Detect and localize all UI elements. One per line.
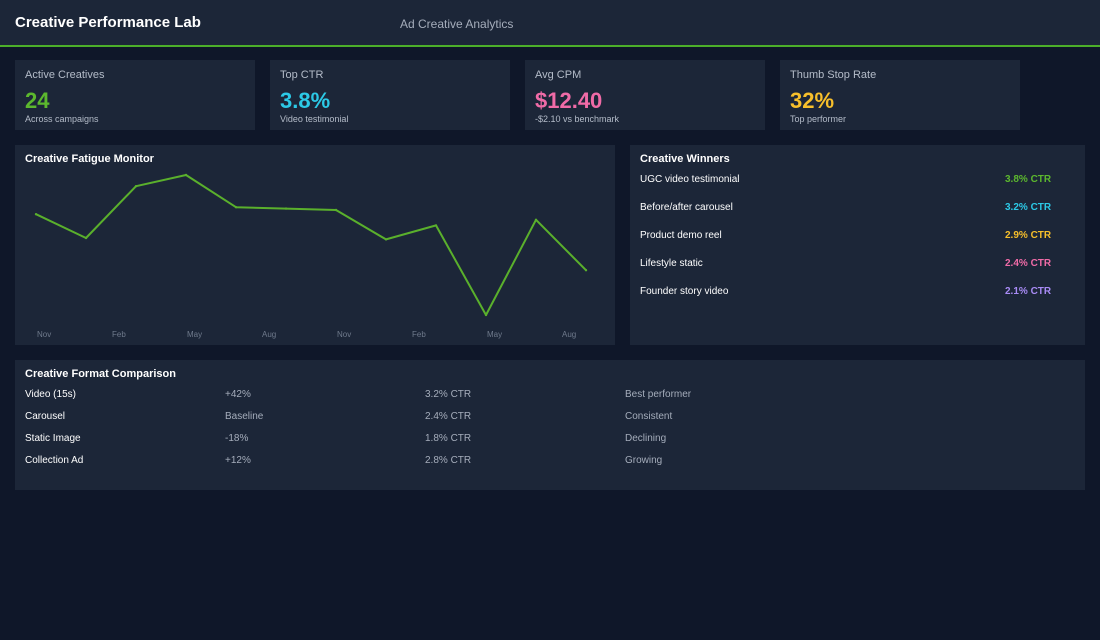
format-name: Collection Ad (25, 455, 84, 466)
fatigue-data-point (84, 236, 88, 240)
kpi-value: 32% (790, 88, 835, 113)
format-lift: +42% (225, 389, 251, 400)
format-status: Growing (625, 455, 663, 466)
winner-ctr: 3.2% CTR (1005, 202, 1052, 213)
x-tick-label: May (487, 330, 502, 339)
kpi-card-avg-cpm: Avg CPM $12.40 -$2.10 vs benchmark (525, 60, 765, 130)
winner-row[interactable]: Founder story video 2.1% CTR (640, 286, 1085, 300)
winner-ctr: 2.1% CTR (1005, 286, 1052, 297)
winner-name: Lifestyle static (640, 258, 703, 269)
kpi-sub: Video testimonial (280, 114, 349, 124)
fatigue-data-point (284, 207, 288, 210)
fatigue-data-point (584, 269, 588, 272)
fatigue-data-point (234, 206, 238, 209)
fatigue-data-point (484, 313, 488, 317)
kpi-value: $12.40 (535, 88, 603, 113)
format-name: Static Image (25, 433, 81, 444)
format-comparison-panel: Creative Format Comparison Video (15s) +… (15, 360, 1085, 490)
format-status: Declining (625, 433, 667, 444)
x-tick-label: Nov (337, 330, 351, 339)
app-subtitle: Ad Creative Analytics (400, 17, 514, 31)
winner-name: Founder story video (640, 286, 729, 297)
fatigue-line-chart: Nov Feb May Aug Nov Feb May Aug (34, 173, 588, 339)
kpi-label: Thumb Stop Rate (790, 69, 877, 81)
kpi-value: 3.8% (280, 88, 331, 113)
format-panel-title: Creative Format Comparison (25, 368, 176, 380)
kpi-sub: Across campaigns (25, 114, 99, 124)
fatigue-data-point (434, 224, 438, 227)
winner-name: UGC video testimonial (640, 174, 740, 185)
format-status: Consistent (625, 411, 673, 422)
kpi-sub: -$2.10 vs benchmark (535, 114, 620, 124)
winners-panel-title: Creative Winners (640, 153, 730, 165)
kpi-label: Top CTR (280, 69, 324, 81)
kpi-sub: Top performer (790, 114, 847, 124)
kpi-card-thumb-stop-rate: Thumb Stop Rate 32% Top performer (780, 60, 1020, 130)
x-tick-label: Aug (262, 330, 276, 339)
creative-winners-panel: Creative Winners UGC video testimonial 3… (630, 145, 1085, 345)
table-row[interactable]: Carousel Baseline 2.4% CTR Consistent (25, 411, 1075, 425)
app-title: Creative Performance Lab (15, 14, 201, 31)
table-row[interactable]: Video (15s) +42% 3.2% CTR Best performer (25, 389, 1075, 403)
format-ctr: 2.8% CTR (425, 455, 472, 466)
fatigue-data-point (384, 238, 388, 241)
format-name: Carousel (25, 411, 66, 422)
format-lift: Baseline (225, 411, 264, 422)
table-row[interactable]: Static Image -18% 1.8% CTR Declining (25, 433, 1075, 447)
format-lift: -18% (225, 433, 249, 444)
fatigue-data-point (184, 173, 188, 177)
format-name: Video (15s) (25, 389, 76, 400)
fatigue-panel-title: Creative Fatigue Monitor (25, 153, 154, 165)
winner-ctr: 2.4% CTR (1005, 258, 1052, 269)
winner-row[interactable]: UGC video testimonial 3.8% CTR (640, 174, 1085, 188)
fatigue-series-line (35, 174, 587, 316)
kpi-value: 24 (25, 88, 50, 113)
fatigue-data-point (334, 208, 338, 212)
format-ctr: 3.2% CTR (425, 389, 472, 400)
winner-row[interactable]: Product demo reel 2.9% CTR (640, 230, 1085, 244)
kpi-label: Avg CPM (535, 69, 582, 81)
x-tick-label: Nov (37, 330, 51, 339)
winner-ctr: 2.9% CTR (1005, 230, 1052, 241)
format-status: Best performer (625, 389, 692, 400)
kpi-card-top-ctr: Top CTR 3.8% Video testimonial (270, 60, 510, 130)
winner-ctr: 3.8% CTR (1005, 174, 1052, 185)
x-tick-label: Aug (562, 330, 576, 339)
winner-row[interactable]: Before/after carousel 3.2% CTR (640, 202, 1085, 216)
winner-name: Product demo reel (640, 230, 722, 241)
x-tick-label: May (187, 330, 202, 339)
winner-name: Before/after carousel (640, 202, 733, 213)
format-ctr: 1.8% CTR (425, 433, 472, 444)
top-bar: Creative Performance Lab Ad Creative Ana… (0, 0, 1100, 47)
fatigue-data-point (34, 213, 38, 216)
fatigue-data-point (534, 218, 538, 221)
format-ctr: 2.4% CTR (425, 411, 472, 422)
x-tick-label: Feb (412, 330, 426, 339)
fatigue-data-point (134, 185, 138, 188)
format-lift: +12% (225, 455, 251, 466)
winner-row[interactable]: Lifestyle static 2.4% CTR (640, 258, 1085, 272)
table-row[interactable]: Collection Ad +12% 2.8% CTR Growing (25, 455, 1075, 469)
x-tick-label: Feb (112, 330, 126, 339)
kpi-card-active-creatives: Active Creatives 24 Across campaigns (15, 60, 255, 130)
fatigue-monitor-panel: Creative Fatigue Monitor Nov Feb May Aug Nov… (15, 145, 615, 345)
kpi-label: Active Creatives (25, 69, 105, 81)
